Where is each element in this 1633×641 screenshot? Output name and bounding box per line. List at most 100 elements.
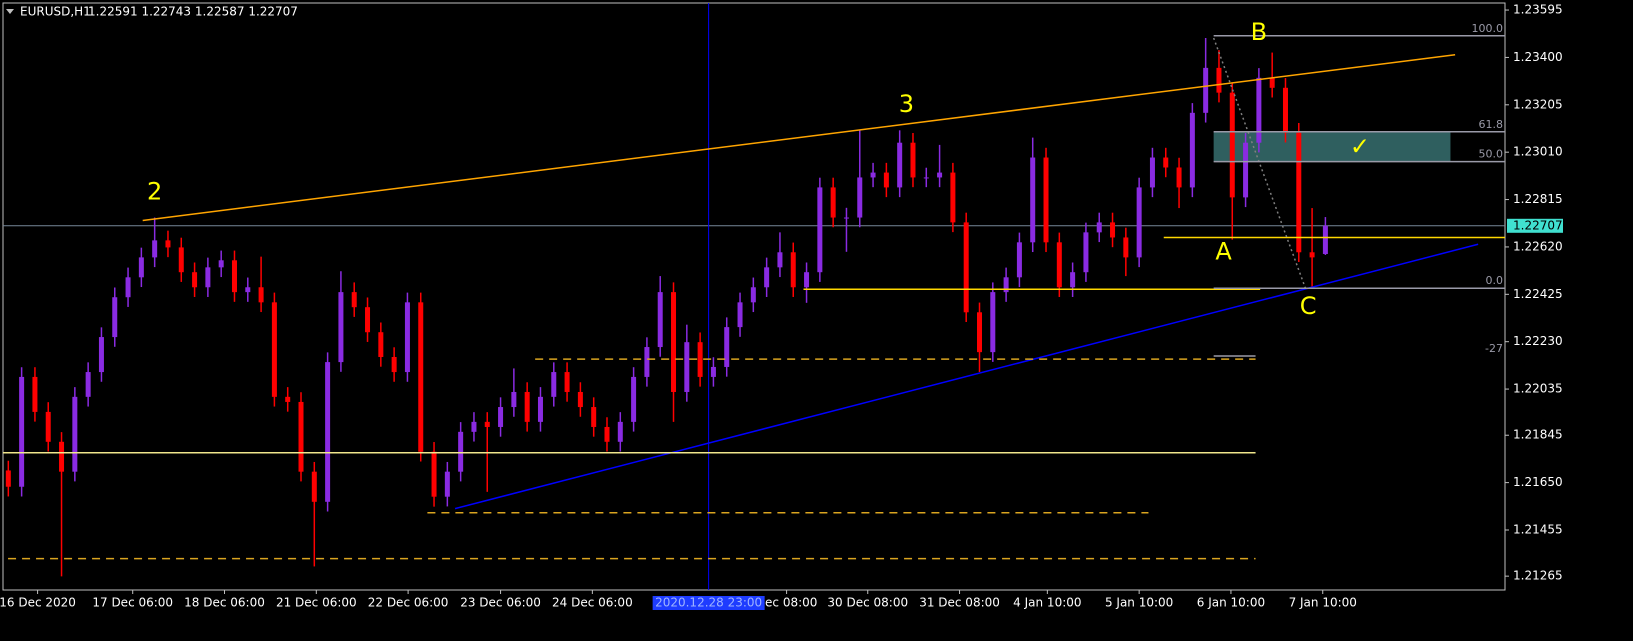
candle-body (98, 337, 104, 373)
candle-body (218, 260, 224, 268)
candle-body (245, 287, 251, 293)
candle-body (178, 247, 184, 273)
zone (1213, 131, 1451, 162)
candle-body (1203, 67, 1209, 113)
y-tick-label: 1.22815 (1513, 192, 1563, 206)
x-tick-label: 30 Dec 08:00 (827, 596, 908, 610)
candle-body (498, 407, 504, 427)
y-tick-label: 1.23010 (1513, 145, 1563, 159)
x-tick-label: 16 Dec 2020 (0, 596, 76, 610)
trend-line (142, 54, 1456, 222)
candle-body (817, 187, 823, 273)
annotation: B (1251, 18, 1267, 46)
candle-body (378, 332, 384, 357)
candle-body (870, 172, 876, 178)
candle-body (1136, 187, 1142, 258)
candle-body (804, 272, 810, 288)
candle-body (231, 260, 237, 293)
x-tick-label: 24 Dec 06:00 (552, 596, 633, 610)
candle-body (298, 401, 304, 472)
symbol: EURUSD,H1 (20, 5, 91, 19)
candle-body (112, 297, 118, 338)
candle-body (684, 342, 690, 392)
candle-body (311, 471, 317, 502)
candle-body (59, 441, 65, 472)
candle-body (45, 411, 51, 442)
candle-body (724, 327, 730, 367)
candle-body (857, 177, 863, 218)
candle-body (1282, 87, 1288, 133)
candle-body (564, 372, 570, 392)
candle-body (152, 240, 158, 258)
y-tick-label: 1.23595 (1513, 3, 1563, 17)
candle-body (990, 292, 996, 353)
x-tick-label: 18 Dec 06:00 (184, 596, 265, 610)
y-tick-label: 1.22620 (1513, 239, 1563, 253)
fib-label: 100.0 (1472, 22, 1504, 35)
plot-frame (2, 2, 1506, 591)
candle-body (577, 391, 583, 408)
candle-body (777, 252, 783, 268)
candle-body (524, 391, 530, 422)
candle-body (72, 396, 78, 472)
candle-body (138, 257, 144, 278)
fib-label: 61.8 (1479, 118, 1504, 131)
candle-body (830, 187, 836, 218)
annotation: A (1215, 237, 1232, 265)
candle-body (910, 142, 916, 178)
candle-body (471, 421, 477, 432)
candle-body (617, 421, 623, 442)
candle-body (192, 272, 198, 288)
candle-body (1229, 92, 1235, 198)
annotation: 2 (147, 178, 162, 206)
candle-body (271, 302, 277, 397)
x-tick-label: 7 Jan 10:00 (1289, 596, 1357, 610)
candle-body (750, 287, 756, 303)
x-tick-label: 21 Dec 06:00 (276, 596, 357, 610)
candle-body (431, 451, 437, 497)
candle-body (1070, 272, 1076, 288)
candle-body (511, 391, 517, 408)
candle-body (843, 217, 849, 219)
candle-body (1256, 77, 1262, 143)
y-tick-label: 1.21845 (1513, 428, 1563, 442)
candle-body (644, 347, 650, 377)
candle-body (897, 142, 903, 188)
x-tick-label: 22 Dec 06:00 (368, 596, 449, 610)
candle-body (444, 471, 450, 497)
x-tick-label: 5 Jan 10:00 (1105, 596, 1173, 610)
annotation: 3 (899, 90, 914, 118)
candle-body (937, 172, 943, 178)
candle-body (976, 312, 982, 353)
candle-body (19, 376, 25, 487)
quote: 1.22591 1.22743 1.22587 1.22707 (88, 5, 298, 19)
candle-body (1110, 222, 1116, 238)
fib-label: 0.0 (1486, 274, 1504, 287)
candle-body (1043, 157, 1049, 243)
candle-body (404, 302, 410, 373)
candle-body (1243, 142, 1249, 198)
candle-body (1309, 252, 1315, 258)
candle-body (591, 407, 597, 427)
candle-body (790, 252, 796, 288)
x-tick-label: 23 Dec 06:00 (460, 596, 541, 610)
candle-body (604, 426, 610, 442)
x-tick-label: 17 Dec 06:00 (92, 596, 173, 610)
y-tick-label: 1.22425 (1513, 287, 1563, 301)
candle-body (697, 342, 703, 377)
candle-body (1056, 242, 1062, 288)
candle-body (285, 396, 291, 402)
y-tick-label: 1.21265 (1513, 569, 1563, 583)
candle-body (883, 172, 889, 188)
candle-body (923, 177, 929, 179)
candle-body (85, 372, 91, 397)
candle-body (165, 240, 171, 248)
crosshair-tag-label: 2020.12.28 23:00 (655, 596, 762, 610)
candle-body (631, 376, 637, 422)
candle-body (1322, 225, 1328, 254)
candle-body (1123, 237, 1129, 258)
candle-body (551, 372, 557, 397)
fib-label: 50.0 (1479, 148, 1504, 161)
candle-body (1016, 242, 1022, 278)
candle-body (1269, 77, 1275, 88)
